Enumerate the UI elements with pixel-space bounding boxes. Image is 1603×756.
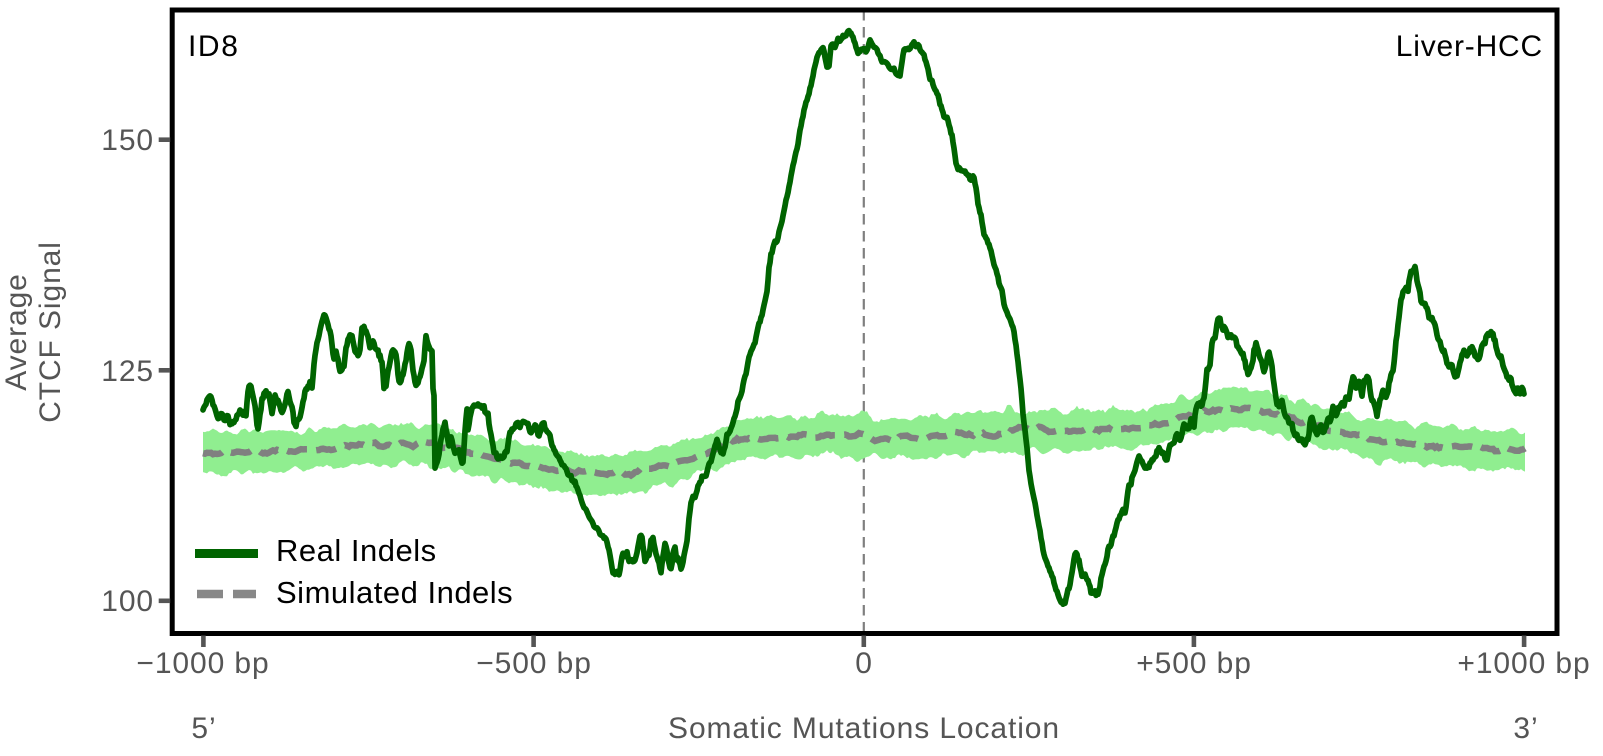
svg-text:Average: Average <box>0 273 33 391</box>
svg-text:CTCF Signal: CTCF Signal <box>34 241 67 423</box>
